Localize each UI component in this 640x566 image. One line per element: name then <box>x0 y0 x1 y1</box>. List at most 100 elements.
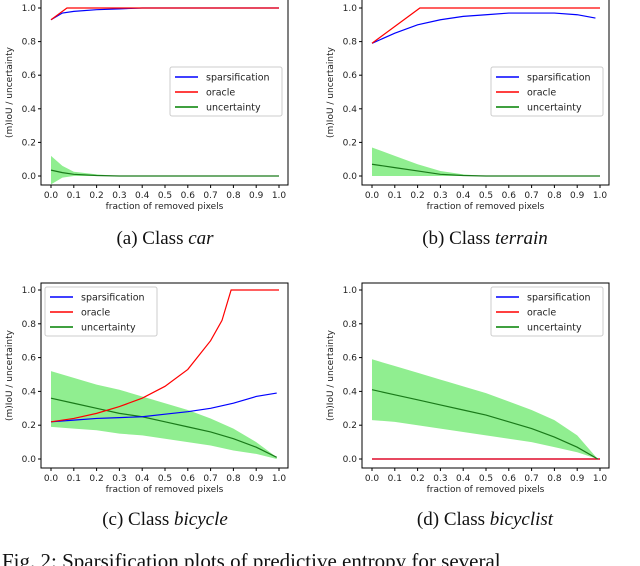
y-tick-label: 1.0 <box>343 286 358 296</box>
x-tick-label: 0.0 <box>365 191 380 201</box>
x-tick-label: 1.0 <box>593 191 608 201</box>
x-tick-label: 0.9 <box>570 191 585 201</box>
x-tick-label: 0.6 <box>181 191 196 201</box>
x-axis-label: fraction of removed pixels <box>106 485 224 495</box>
x-axis-label: fraction of removed pixels <box>427 485 545 495</box>
x-tick-label: 0.8 <box>226 474 241 484</box>
legend-label-sparsification: sparsification <box>81 293 145 304</box>
x-tick-label: 0.5 <box>158 474 172 484</box>
x-tick-label: 0.0 <box>365 474 380 484</box>
x-tick-label: 0.7 <box>524 191 538 201</box>
x-axis-label: fraction of removed pixels <box>427 202 545 212</box>
x-tick-label: 0.1 <box>388 474 402 484</box>
y-tick-label: 0.0 <box>343 455 358 465</box>
oracle-line <box>50 7 279 21</box>
oracle-line <box>50 289 279 423</box>
subplot-bicycle: 0.0 0.1 0.2 0.3 0.4 0.5 0.6 0.7 0.8 0.9 1.0 0.0 0.2 0… <box>5 282 289 530</box>
x-tick-label: 1.0 <box>272 191 287 201</box>
x-tick-label: 0.3 <box>112 191 126 201</box>
x-tick-label: 0.5 <box>479 191 493 201</box>
x-tick-label: 0.4 <box>135 191 150 201</box>
subplot-caption: (b) Class terrain <box>422 228 548 249</box>
x-tick-label: 0.3 <box>433 191 447 201</box>
y-tick-label: 1.0 <box>22 4 37 14</box>
x-tick-label: 0.3 <box>433 474 447 484</box>
y-tick-label: 0.6 <box>343 354 358 364</box>
sparsification-line <box>50 392 277 423</box>
subplot-caption: (c) Class bicycle <box>102 509 228 530</box>
x-tick-label: 0.0 <box>44 474 59 484</box>
y-tick-label: 0.2 <box>343 138 357 148</box>
x-tick-label: 0.6 <box>181 474 196 484</box>
caption-class: bicyclist <box>490 509 554 530</box>
legend-box <box>44 286 158 337</box>
y-tick-label: 0.2 <box>22 421 36 431</box>
legend: sparsification oracle uncertainty <box>490 66 604 117</box>
x-tick-label: 0.9 <box>570 474 585 484</box>
caption-prefix: (c) Class <box>102 509 174 530</box>
x-tick-label: 0.4 <box>135 474 150 484</box>
legend-label-uncertainty: uncertainty <box>527 323 582 334</box>
plot-area <box>371 7 600 177</box>
legend-label-oracle: oracle <box>81 308 110 319</box>
y-tick-label: 0.4 <box>343 105 358 115</box>
plot-area <box>50 7 279 185</box>
legend: sparsification oracle uncertainty <box>169 66 283 117</box>
y-tick-label: 0.0 <box>22 172 37 182</box>
subplot-car: 0.0 0.1 0.2 0.3 0.4 0.5 0.6 0.7 0.8 0.9 1.0 0.0 0.2 0… <box>5 0 289 249</box>
figure-caption: Fig. 2: Sparsification plots of predicti… <box>2 549 501 566</box>
legend-label-oracle: oracle <box>527 308 556 319</box>
x-axis-label: fraction of removed pixels <box>106 202 224 212</box>
caption-class: car <box>188 228 214 249</box>
y-axis-label: (m)IoU / uncertainty <box>326 329 336 421</box>
uncertainty-line <box>50 397 277 458</box>
y-tick-label: 0.8 <box>22 38 37 48</box>
y-tick-label: 0.0 <box>343 172 358 182</box>
x-tick-label: 0.8 <box>226 191 241 201</box>
y-tick-label: 0.0 <box>22 455 37 465</box>
x-tick-label: 0.5 <box>479 474 493 484</box>
caption-class: terrain <box>495 228 548 249</box>
x-tick-label: 0.2 <box>410 474 424 484</box>
subplot-terrain: 0.0 0.1 0.2 0.3 0.4 0.5 0.6 0.7 0.8 0.9 1.0 0.0 0.2 0… <box>326 0 610 249</box>
x-tick-label: 1.0 <box>593 474 608 484</box>
legend-label-uncertainty: uncertainty <box>206 103 261 114</box>
legend-box <box>490 66 604 117</box>
subplot-caption: (a) Class car <box>116 228 214 249</box>
x-tick-label: 0.7 <box>203 474 217 484</box>
x-tick-label: 0.1 <box>388 191 402 201</box>
y-tick-label: 0.8 <box>343 38 358 48</box>
legend-label-oracle: oracle <box>527 88 556 99</box>
legend: sparsification oracle uncertainty <box>44 286 158 337</box>
sparsification-line <box>50 7 279 21</box>
legend-label-oracle: oracle <box>206 88 235 99</box>
x-tick-label: 0.7 <box>524 474 538 484</box>
subplot-caption: (d) Class bicyclist <box>417 509 554 530</box>
x-tick-label: 0.7 <box>203 191 217 201</box>
legend: sparsification oracle uncertainty <box>490 286 604 337</box>
y-tick-label: 0.8 <box>22 320 37 330</box>
x-tick-label: 0.4 <box>456 474 471 484</box>
y-axis-label: (m)IoU / uncertainty <box>5 46 15 138</box>
y-tick-label: 1.0 <box>22 286 37 296</box>
x-tick-label: 0.4 <box>456 191 471 201</box>
x-tick-label: 0.9 <box>249 191 264 201</box>
y-tick-label: 0.8 <box>343 320 358 330</box>
y-tick-label: 0.2 <box>343 421 357 431</box>
y-axis-label: (m)IoU / uncertainty <box>326 46 336 138</box>
x-tick-label: 0.8 <box>547 191 562 201</box>
uncertainty-band <box>51 371 277 459</box>
x-tick-label: 0.6 <box>502 474 517 484</box>
x-tick-label: 0.9 <box>249 474 264 484</box>
oracle-line <box>371 7 600 44</box>
uncertainty-line <box>50 169 279 177</box>
legend-label-sparsification: sparsification <box>527 293 591 304</box>
uncertainty-band <box>51 155 279 185</box>
subplot-bicyclist: 0.0 0.1 0.2 0.3 0.4 0.5 0.6 0.7 0.8 0.9 1.0 0.0 0.2 0… <box>326 282 610 530</box>
plot-area <box>371 359 600 460</box>
x-tick-label: 0.2 <box>89 191 103 201</box>
y-tick-label: 0.6 <box>343 71 358 81</box>
x-tick-label: 0.1 <box>67 191 81 201</box>
caption-prefix: (b) Class <box>422 228 495 249</box>
